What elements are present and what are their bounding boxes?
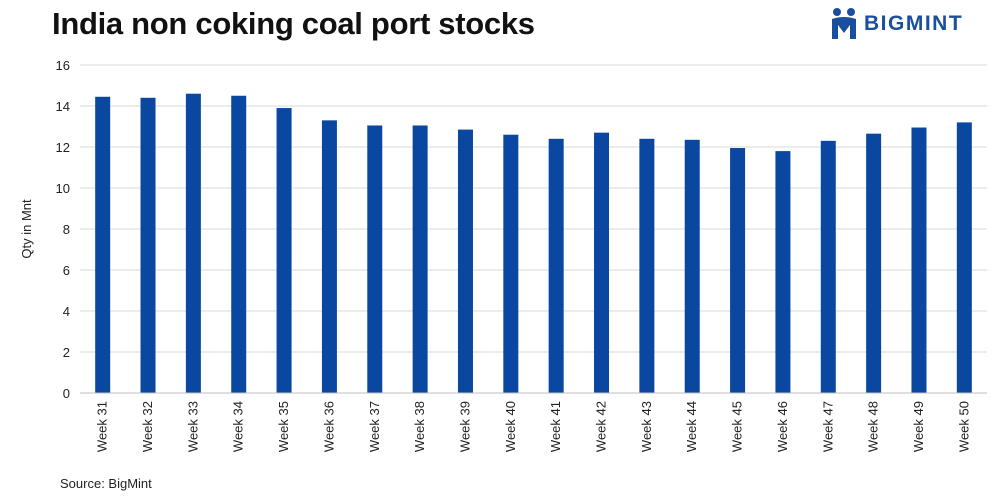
x-tick-label: Week 37 (367, 401, 382, 452)
chart-title: India non coking coal port stocks (52, 6, 535, 41)
bigmint-logo-icon (832, 8, 856, 39)
x-tick-label: Week 41 (548, 401, 563, 452)
x-tick-label: Week 33 (185, 401, 200, 452)
x-tick-label: Week 45 (730, 401, 745, 452)
y-tick-label: 6 (63, 263, 70, 278)
x-tick-label: Week 42 (594, 401, 609, 452)
x-tick-label: Week 40 (503, 401, 518, 452)
x-tick-label: Week 39 (457, 401, 472, 452)
x-tick-label: Week 49 (911, 401, 926, 452)
x-tick-label: Week 34 (231, 401, 246, 452)
bar (457, 129, 473, 393)
bar (820, 140, 836, 393)
bar (276, 108, 292, 394)
brand-name: BIGMINT (864, 12, 964, 35)
y-tick-label: 12 (56, 140, 70, 155)
y-axis-ticks: 0 2 4 6 8 10 12 14 16 (56, 58, 70, 401)
x-tick-label: Week 43 (639, 401, 654, 452)
y-tick-label: 0 (63, 386, 70, 401)
bar (639, 138, 655, 393)
bar (548, 138, 564, 393)
x-tick-label: Week 47 (820, 401, 835, 452)
bar (775, 151, 791, 393)
x-tick-label: Week 44 (684, 401, 699, 452)
x-tick-label: Week 32 (140, 401, 155, 452)
x-tick-label: Week 36 (321, 401, 336, 452)
bar (95, 96, 111, 394)
y-tick-label: 16 (56, 58, 70, 73)
bar (367, 125, 383, 393)
bar (185, 93, 201, 393)
bar (730, 148, 746, 393)
y-tick-label: 10 (56, 181, 70, 196)
source-note: Source: BigMint (60, 476, 152, 491)
y-tick-label: 8 (63, 222, 70, 237)
bar (956, 122, 972, 394)
bar (503, 134, 519, 393)
bar (911, 127, 927, 394)
x-tick-label: Week 35 (276, 401, 291, 452)
bar (140, 97, 156, 394)
bar (412, 125, 428, 393)
bar (684, 139, 700, 393)
x-tick-label: Week 38 (412, 401, 427, 452)
bar (321, 120, 337, 393)
bar (866, 133, 882, 394)
bar (594, 132, 610, 393)
bar (231, 95, 247, 393)
x-axis-ticks: Week 31 Week 32 Week 33 Week 34 Week 35 Week … (95, 401, 972, 452)
y-tick-label: 4 (63, 304, 70, 319)
y-axis-label: Qty in Mnt (19, 199, 34, 259)
x-tick-label: Week 31 (95, 401, 110, 452)
brand-logo: BIGMINT (830, 6, 963, 42)
x-tick-label: Week 48 (866, 401, 881, 452)
y-tick-label: 2 (63, 345, 70, 360)
x-tick-label: Week 46 (775, 401, 790, 452)
bars (95, 93, 972, 394)
x-tick-label: Week 50 (956, 401, 971, 452)
gridlines (80, 64, 987, 353)
y-tick-label: 14 (56, 99, 70, 114)
